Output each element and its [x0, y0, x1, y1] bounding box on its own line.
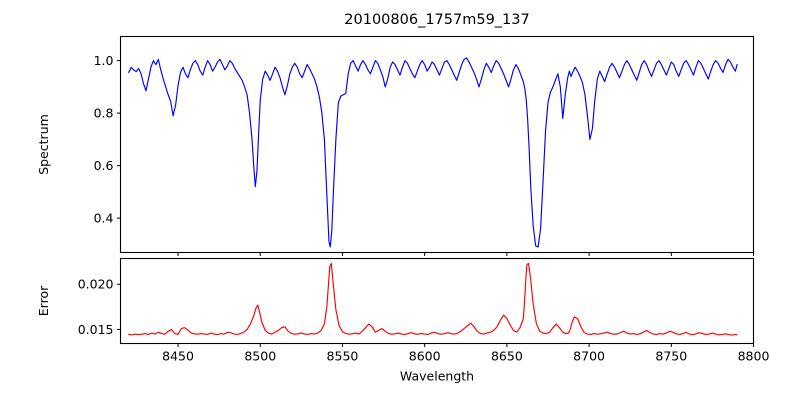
x-tick-label: 8550 [327, 349, 359, 364]
x-tick-label: 8650 [491, 349, 523, 364]
error-panel-ylabel: Error [36, 285, 51, 316]
series-spectrum [128, 57, 738, 248]
x-tick-label: 8700 [573, 349, 605, 364]
figure-title: 20100806_1757m59_137 [344, 12, 529, 28]
series-error [128, 262, 738, 336]
error-panel-xlabel: Wavelength [400, 369, 474, 384]
y-tick-label: 0.8 [94, 106, 114, 121]
error-panel-frame [119, 257, 755, 345]
spectrum-panel-frame [119, 35, 755, 254]
y-tick-label: 0.6 [94, 158, 114, 173]
spectrum-panel: 0.4 0.6 0.8 1.0 Spectrum [36, 35, 755, 256]
y-tick-label: 0.020 [78, 277, 114, 292]
x-tick-label: 8450 [162, 349, 194, 364]
x-tick-label: 8750 [655, 349, 687, 364]
error-panel: 8450 8500 8550 8600 8650 8700 8750 8800 0.015 0.0… [36, 257, 770, 384]
spectrum-panel-ylabel: Spectrum [36, 114, 51, 175]
y-tick-label: 0.015 [78, 322, 114, 337]
x-tick-label: 8600 [409, 349, 441, 364]
x-tick-label: 8500 [244, 349, 276, 364]
y-tick-label: 0.4 [94, 211, 114, 226]
y-tick-label: 1.0 [94, 53, 114, 68]
x-tick-label: 8800 [738, 349, 770, 364]
